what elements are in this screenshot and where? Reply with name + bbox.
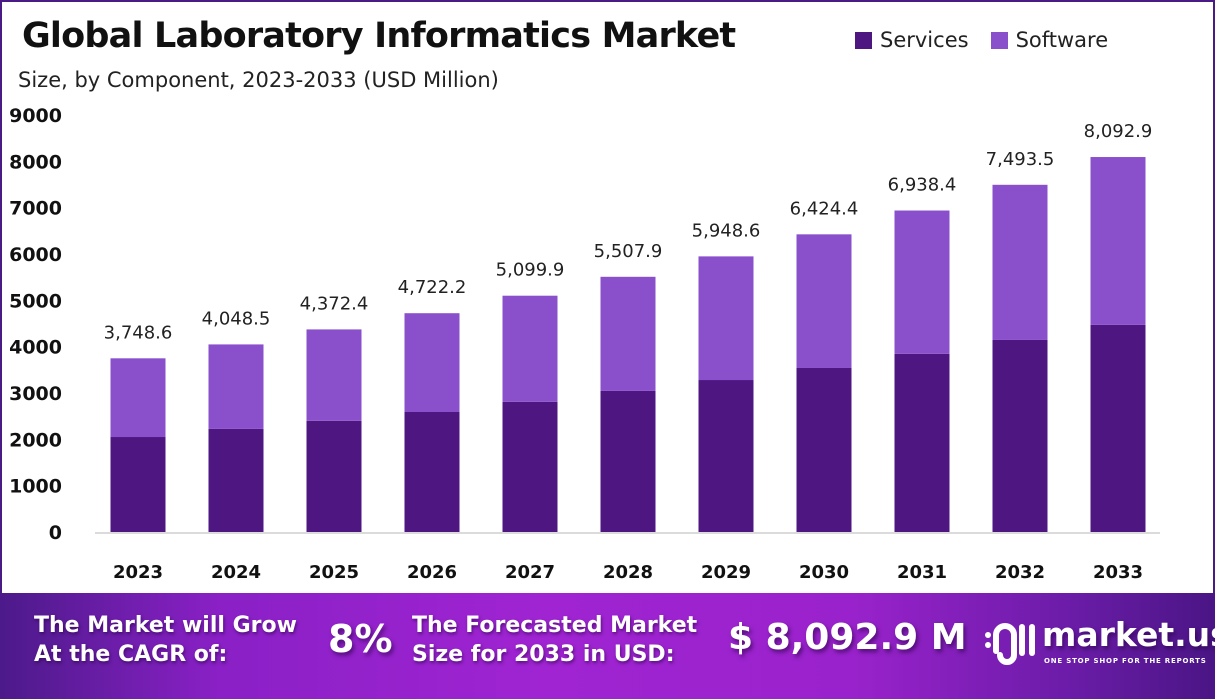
legend-label-services: Services — [880, 28, 969, 52]
brand-tagline: ONE STOP SHOP FOR THE REPORTS — [1044, 657, 1207, 665]
brand-name: market.us — [1042, 615, 1215, 654]
forecast-value: $ 8,092.9 M — [728, 617, 967, 658]
bar-services-2027 — [502, 401, 558, 532]
y-tick-label: 1000 — [9, 476, 62, 498]
bar-software-2028 — [600, 276, 656, 391]
y-tick-label: 5000 — [9, 290, 62, 312]
legend-item-services: Services — [855, 28, 969, 52]
bar-software-2027 — [502, 295, 558, 402]
bar-services-2026 — [404, 411, 460, 532]
y-tick-label: 8000 — [9, 151, 62, 173]
legend-label-software: Software — [1015, 28, 1109, 52]
data-label-2027: 5,099.9 — [496, 260, 565, 281]
bar-services-2024 — [208, 428, 264, 532]
legend-swatch-software — [990, 31, 1008, 49]
data-label-2031: 6,938.4 — [888, 175, 957, 196]
x-tick-label-2024: 2024 — [211, 562, 261, 583]
bar-software-2031 — [894, 210, 950, 354]
x-tick-label-2029: 2029 — [701, 562, 751, 583]
bar-software-2025 — [306, 329, 362, 421]
bar-chart: 0 1000 2000 3000 4000 5000 6000 7000 8000 9000 3,7… — [9, 105, 1160, 583]
bar-services-2028 — [600, 390, 656, 532]
chart-subtitle: Size, by Component, 2023-2033 (USD Milli… — [18, 68, 499, 92]
x-tick-label-2032: 2032 — [995, 562, 1045, 583]
bar-software-2023 — [110, 358, 166, 438]
data-label-2033: 8,092.9 — [1084, 121, 1153, 142]
x-tick-label-2026: 2026 — [407, 562, 457, 583]
bar-software-2026 — [404, 313, 460, 412]
data-label-2026: 4,722.2 — [398, 277, 467, 298]
cagr-label-line2: At the CAGR of: — [34, 642, 228, 667]
bar-software-2030 — [796, 234, 852, 368]
y-tick-label: 4000 — [9, 337, 62, 359]
x-tick-label-2027: 2027 — [505, 562, 555, 583]
data-label-2030: 6,424.4 — [790, 198, 859, 219]
bar-services-2032 — [992, 339, 1048, 532]
y-tick-label: 3000 — [9, 383, 62, 405]
data-label-2028: 5,507.9 — [594, 241, 663, 262]
legend: Services Software — [855, 28, 1108, 52]
y-tick-label: 2000 — [9, 429, 62, 451]
data-label-2032: 7,493.5 — [986, 149, 1055, 170]
x-tick-label-2033: 2033 — [1093, 562, 1143, 583]
forecast-label: The Forecasted Market Size for 2033 in U… — [412, 611, 697, 669]
y-tick-label: 7000 — [9, 198, 62, 220]
x-tick-label-2031: 2031 — [897, 562, 947, 583]
bar-software-2032 — [992, 184, 1048, 340]
data-label-2025: 4,372.4 — [300, 293, 369, 314]
forecast-label-line2: Size for 2033 in USD: — [412, 642, 675, 667]
y-tick-label: 9000 — [9, 105, 62, 127]
data-label-2023: 3,748.6 — [104, 322, 173, 343]
bar-services-2025 — [306, 420, 362, 532]
cagr-label: The Market will Grow At the CAGR of: — [34, 611, 297, 669]
x-tick-label-2030: 2030 — [799, 562, 849, 583]
data-label-2029: 5,948.6 — [692, 220, 761, 241]
y-tick-label: 6000 — [9, 244, 62, 266]
bar-services-2033 — [1090, 324, 1146, 532]
y-tick-label: 0 — [49, 522, 62, 544]
chart-title: Global Laboratory Informatics Market — [22, 16, 736, 56]
summary-banner: The Market will Grow At the CAGR of: 8% … — [0, 593, 1215, 699]
x-tick-label-2025: 2025 — [309, 562, 359, 583]
bar-services-2029 — [698, 380, 754, 532]
x-tick-label-2023: 2023 — [113, 562, 163, 583]
x-tick-label-2028: 2028 — [603, 562, 653, 583]
bar-software-2029 — [698, 256, 754, 381]
bar-services-2023 — [110, 437, 166, 532]
data-label-2024: 4,048.5 — [202, 308, 271, 329]
bar-software-2033 — [1090, 157, 1146, 325]
cagr-value: 8% — [328, 617, 393, 661]
market-us-logo-icon — [985, 623, 1035, 665]
bar-services-2030 — [796, 367, 852, 532]
bar-services-2031 — [894, 353, 950, 532]
legend-swatch-services — [855, 31, 872, 49]
forecast-label-line1: The Forecasted Market — [412, 613, 698, 638]
bar-software-2024 — [208, 344, 264, 429]
legend-item-software: Software — [990, 28, 1109, 52]
cagr-label-line1: The Market will Grow — [34, 613, 297, 638]
